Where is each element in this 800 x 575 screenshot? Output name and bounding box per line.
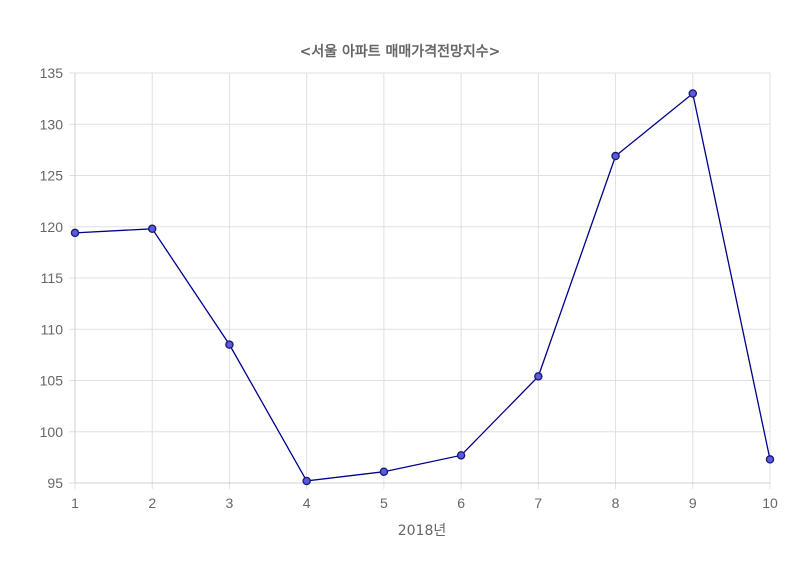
series-group (70, 89, 775, 486)
x-tick-label: 5 (380, 495, 388, 511)
series-line (74, 92, 771, 482)
y-tick-label: 130 (40, 116, 64, 132)
data-point[interactable] (765, 455, 775, 464)
y-tick-label: 115 (41, 270, 64, 286)
y-tick-label: 110 (41, 321, 64, 337)
chart-title: <서울 아파트 매매가격전망지수> (300, 43, 501, 60)
x-tick-label: 2 (148, 495, 156, 511)
x-axis-label: 2018년 (398, 523, 447, 539)
data-point[interactable] (225, 340, 234, 349)
data-point[interactable] (688, 89, 698, 98)
data-point[interactable] (302, 476, 311, 486)
x-tick-label: 6 (457, 495, 465, 511)
y-tick-label: 100 (40, 424, 64, 440)
axes (74, 73, 770, 484)
x-axis-ticks: 1 2 3 4 5 6 7 8 9 10 (71, 495, 778, 511)
data-point[interactable] (534, 372, 543, 381)
data-point[interactable] (147, 224, 157, 234)
y-axis-ticks: 95 100 105 110 115 120 125 130 135 (40, 65, 64, 491)
x-tick-label: 8 (612, 495, 620, 511)
data-point[interactable] (70, 228, 80, 238)
x-tick-label: 7 (534, 495, 542, 511)
x-tick-label: 4 (303, 495, 311, 511)
data-point[interactable] (611, 151, 620, 161)
y-tick-label: 95 (47, 475, 63, 491)
x-tick-label: 10 (762, 495, 778, 511)
x-tick-label: 9 (689, 495, 697, 511)
x-tick-label: 3 (226, 495, 234, 511)
x-tick-label: 1 (71, 495, 79, 511)
y-tick-label: 135 (40, 65, 64, 81)
data-point[interactable] (379, 467, 389, 476)
y-tick-label: 105 (40, 373, 64, 389)
data-point[interactable] (456, 451, 466, 460)
grid (69, 72, 771, 489)
y-tick-label: 125 (40, 168, 64, 184)
y-tick-label: 120 (40, 219, 64, 235)
